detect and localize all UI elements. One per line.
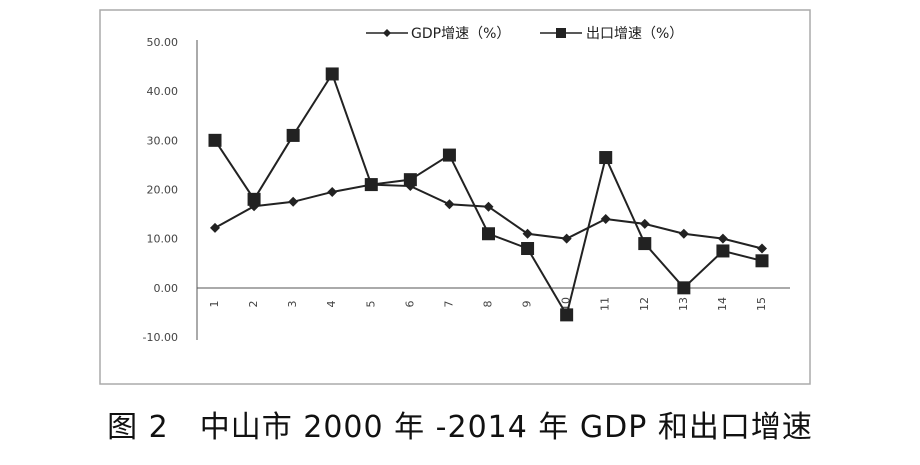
gdp-point <box>210 222 220 233</box>
y-tick-label: 40.00 <box>147 85 179 98</box>
x-tick-label: 2 <box>247 301 260 308</box>
legend-export-label: 出口增速（%） <box>586 26 683 42</box>
export-point <box>482 227 495 241</box>
export-point <box>208 133 222 147</box>
y-tick-label: 20.00 <box>147 184 179 197</box>
export-point <box>677 281 691 295</box>
gdp-point <box>639 218 650 229</box>
x-tick-label: 9 <box>521 301 534 308</box>
x-tick-label: 13 <box>677 297 690 311</box>
x-tick-label: 8 <box>482 301 495 308</box>
x-tick-label: 11 <box>599 297 612 311</box>
export-point <box>442 148 456 162</box>
export-point <box>364 178 378 192</box>
export-point <box>638 237 652 251</box>
figure-caption: 图 2 中山市 2000 年 -2014 年 GDP 和出口增速 <box>107 410 813 445</box>
x-tick-label: 3 <box>286 301 299 308</box>
y-tick-label: 10.00 <box>147 233 179 246</box>
legend-gdp-label: GDP增速（%） <box>411 26 510 42</box>
y-tick-label: 30.00 <box>147 134 179 147</box>
gdp-point <box>483 201 494 212</box>
gdp-point <box>600 214 611 224</box>
export-point <box>521 242 535 255</box>
gdp-point <box>327 186 338 197</box>
x-tick-label: 12 <box>638 297 651 311</box>
x-tick-label: 1 <box>208 301 221 308</box>
gdp-point <box>717 233 728 244</box>
x-tick-label: 6 <box>403 301 416 308</box>
gdp-point <box>757 243 767 254</box>
export-point <box>247 192 261 206</box>
export-point <box>599 151 613 165</box>
legend: GDP增速（%） 出口增速（%） <box>366 26 683 42</box>
export-point <box>403 173 417 187</box>
x-tick-label: 4 <box>325 301 338 308</box>
gdp-point <box>561 233 572 244</box>
series-layer <box>208 67 769 322</box>
gdp-point <box>288 196 299 207</box>
gdp-point <box>444 199 455 210</box>
export-point <box>716 244 730 258</box>
gdp-point <box>678 228 689 239</box>
y-tick-label: -10.00 <box>143 331 178 344</box>
chart-frame <box>99 9 811 385</box>
y-tick-labels: -10.00 0.00 10.00 20.00 30.00 40.00 50.00 <box>143 36 178 344</box>
x-tick-label: 15 <box>755 297 768 311</box>
x-tick-label: 14 <box>716 297 729 311</box>
y-tick-label: 0.00 <box>154 282 179 295</box>
export-point <box>286 128 300 142</box>
legend-export-marker <box>556 28 566 38</box>
export-point <box>325 67 339 81</box>
export-point <box>755 254 769 268</box>
x-tick-label: 5 <box>364 301 377 308</box>
export-point <box>560 308 574 322</box>
gdp-point <box>522 228 533 239</box>
y-tick-label: 50.00 <box>147 36 179 49</box>
legend-gdp-marker <box>383 29 391 37</box>
x-tick-label: 7 <box>442 301 455 308</box>
